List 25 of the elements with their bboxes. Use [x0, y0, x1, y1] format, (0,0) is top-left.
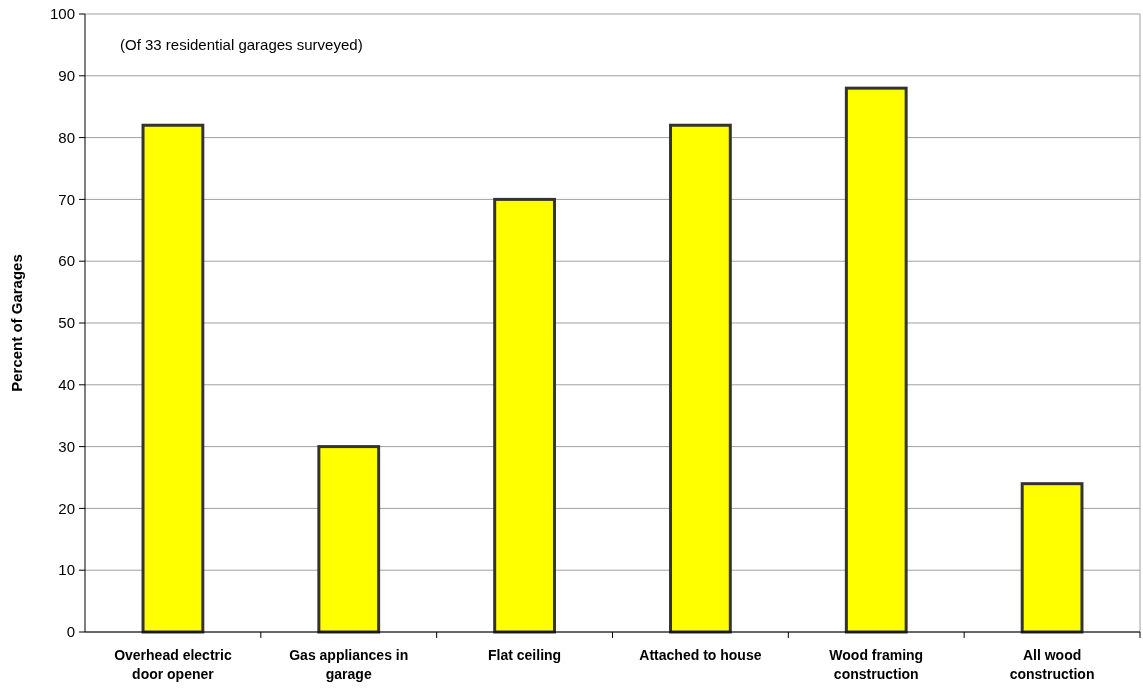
y-tick-label: 0	[66, 623, 75, 641]
y-tick-label: 80	[58, 128, 75, 146]
x-tick-label: Attached to house	[639, 647, 762, 663]
bar	[493, 197, 556, 634]
y-tick-label: 10	[58, 561, 75, 579]
y-tick-label: 30	[58, 437, 75, 455]
y-axis-title: Percent of Garages	[8, 254, 25, 392]
x-tick-label: Flat ceiling	[488, 647, 562, 663]
y-tick-label: 20	[58, 499, 75, 517]
bar	[317, 445, 381, 634]
x-tick-label: Wood framing construction	[829, 647, 924, 682]
bar	[141, 123, 205, 634]
y-tick-label: 70	[58, 190, 75, 208]
bar	[844, 86, 908, 634]
x-tick-label: Overhead electric door opener	[114, 647, 232, 682]
x-tick-label: Gas appliances in garage	[289, 647, 409, 682]
y-tick-label: 90	[58, 67, 75, 85]
y-tick-label: 100	[49, 5, 75, 23]
annotation: (Of 33 residential garages surveyed)	[120, 36, 363, 53]
bar	[1020, 482, 1084, 634]
y-tick-label: 50	[58, 314, 75, 332]
x-tick-label: All wood construction	[1009, 647, 1095, 682]
y-tick-label: 60	[58, 252, 75, 270]
y-tick-label: 40	[58, 376, 75, 394]
bar	[669, 123, 732, 634]
